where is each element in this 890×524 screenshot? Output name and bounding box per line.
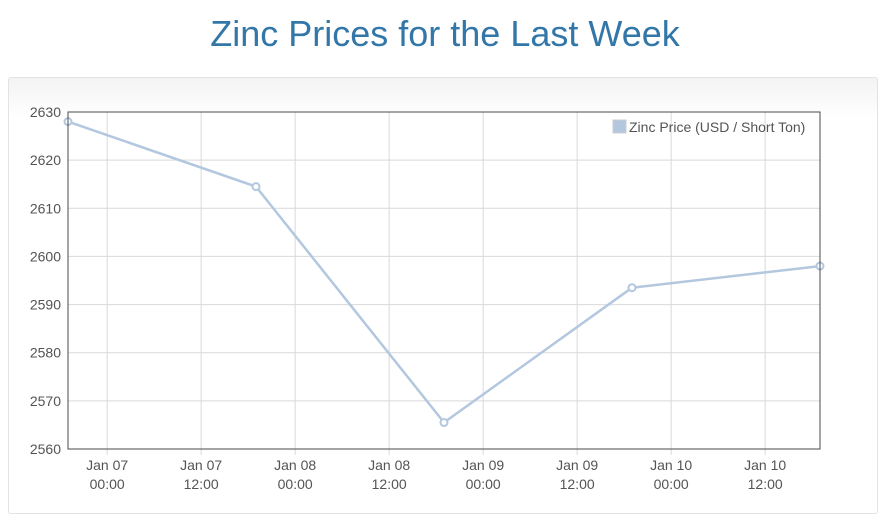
x-tick-label: 00:00: [278, 476, 313, 492]
legend-label: Zinc Price (USD / Short Ton): [629, 119, 805, 135]
grid-layer: [68, 111, 820, 455]
series-line: [67, 120, 821, 424]
line-chart: 2560 2570 2580 2590 2600 2610 2620 2630 Jan 07 00…: [30, 104, 825, 492]
x-tick-label: 12:00: [560, 476, 595, 492]
x-tick-label: Jan 08: [368, 457, 410, 473]
y-tick-label: 2570: [30, 393, 61, 409]
y-tick-label: 2630: [30, 104, 61, 120]
series-layer: [63, 117, 825, 428]
x-tick-label: 12:00: [184, 476, 219, 492]
x-tick-label: 00:00: [654, 476, 689, 492]
data-point: [251, 182, 261, 192]
legend: Zinc Price (USD / Short Ton): [612, 119, 805, 135]
x-tick-label: 00:00: [90, 476, 125, 492]
plot-border: [67, 111, 821, 450]
y-tick-label: 2600: [30, 248, 61, 264]
y-tick-label: 2590: [30, 297, 61, 313]
x-tick-label: Jan 10: [650, 457, 692, 473]
x-tick-label: Jan 07: [86, 457, 128, 473]
chart-panel: 2560 2570 2580 2590 2600 2610 2620 2630 Jan 07 00…: [8, 77, 878, 514]
legend-swatch: [612, 119, 627, 134]
x-tick-label: Jan 07: [180, 457, 222, 473]
x-tick-label: Jan 09: [556, 457, 598, 473]
x-tick-label: 12:00: [372, 476, 407, 492]
x-tick-label: Jan 09: [462, 457, 504, 473]
y-tick-label: 2610: [30, 200, 61, 216]
x-tick-label: Jan 08: [274, 457, 316, 473]
axis-layer: 2560 2570 2580 2590 2600 2610 2620 2630 Jan 07 00…: [30, 104, 821, 492]
data-point: [439, 418, 449, 428]
x-tick-label: 00:00: [466, 476, 501, 492]
page-title: Zinc Prices for the Last Week: [210, 13, 680, 54]
x-tick-label: Jan 10: [744, 457, 786, 473]
x-tick-label: 12:00: [748, 476, 783, 492]
y-tick-label: 2560: [30, 441, 61, 457]
data-point: [627, 283, 637, 293]
y-tick-label: 2620: [30, 152, 61, 168]
y-tick-label: 2580: [30, 345, 61, 361]
